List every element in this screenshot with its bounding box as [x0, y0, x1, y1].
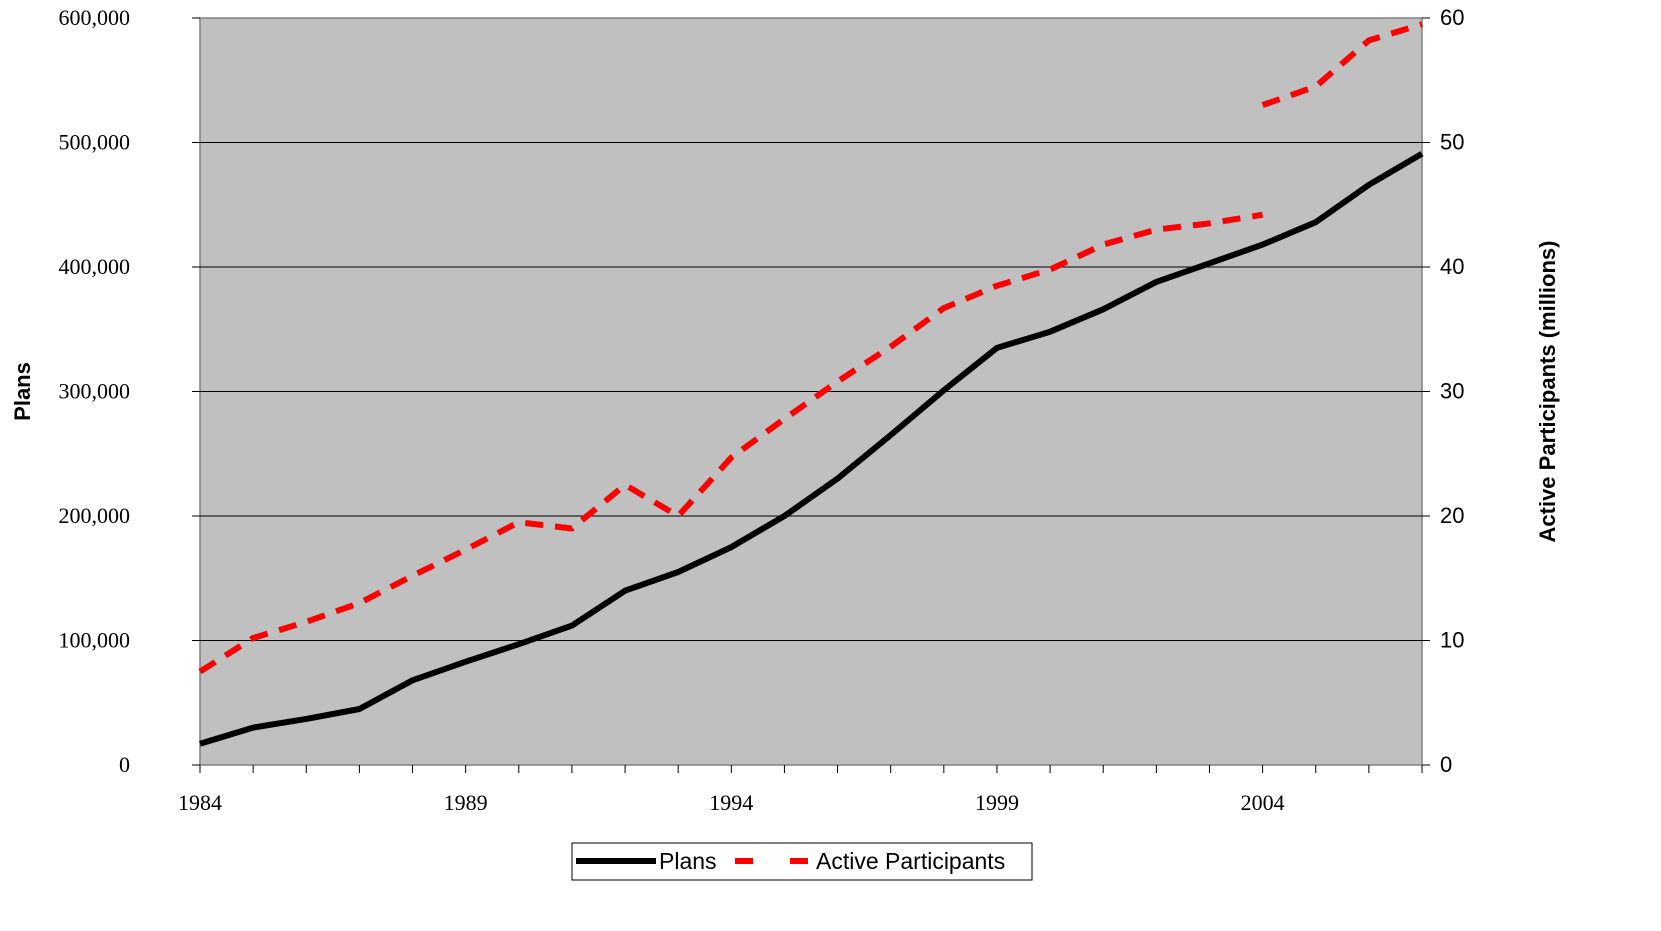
series-line-active-participants-2: [1261, 21, 1423, 108]
left-tick-label: 0: [119, 752, 130, 777]
right-axis-ticks: 0 10 20 30 40 50 60: [1422, 5, 1464, 777]
series-line-plans: [199, 151, 1424, 747]
legend: Plans Active Participants: [571, 842, 1033, 881]
right-tick-label: 10: [1440, 628, 1464, 653]
left-tick-label: 400,000: [59, 254, 131, 279]
left-tick-label: 100,000: [59, 628, 131, 653]
right-tick-label: 50: [1440, 130, 1464, 155]
series-line-active-participants-1: [198, 211, 1264, 675]
right-tick-label: 20: [1440, 503, 1464, 528]
x-tick-label: 1989: [444, 790, 488, 815]
left-axis-ticks: 0 100,000 200,000 300,000 400,000 500,000 600,…: [59, 5, 200, 777]
left-tick-label: 300,000: [59, 379, 131, 404]
right-tick-label: 0: [1440, 752, 1452, 777]
right-tick-label: 30: [1440, 379, 1464, 404]
x-tick-label: 1999: [975, 790, 1019, 815]
x-tick-label: 1994: [709, 790, 753, 815]
x-tick-label: 2004: [1241, 790, 1285, 815]
left-axis-title: Plans: [10, 362, 35, 421]
left-tick-label: 200,000: [59, 503, 131, 528]
right-axis-title: Active Participants (millions): [1535, 241, 1560, 543]
x-tick-label: 1984: [178, 790, 222, 815]
right-tick-label: 60: [1440, 5, 1464, 30]
legend-label-plans: Plans: [659, 848, 717, 874]
right-tick-label: 40: [1440, 254, 1464, 279]
legend-label-active-participants: Active Participants: [816, 848, 1005, 874]
left-tick-label: 500,000: [59, 130, 131, 155]
left-tick-label: 600,000: [59, 5, 131, 30]
gridlines: [200, 142, 1422, 641]
series-lines: [198, 21, 1424, 747]
x-axis-ticks: 1984 1989 1994 1999 2004: [178, 765, 1423, 815]
